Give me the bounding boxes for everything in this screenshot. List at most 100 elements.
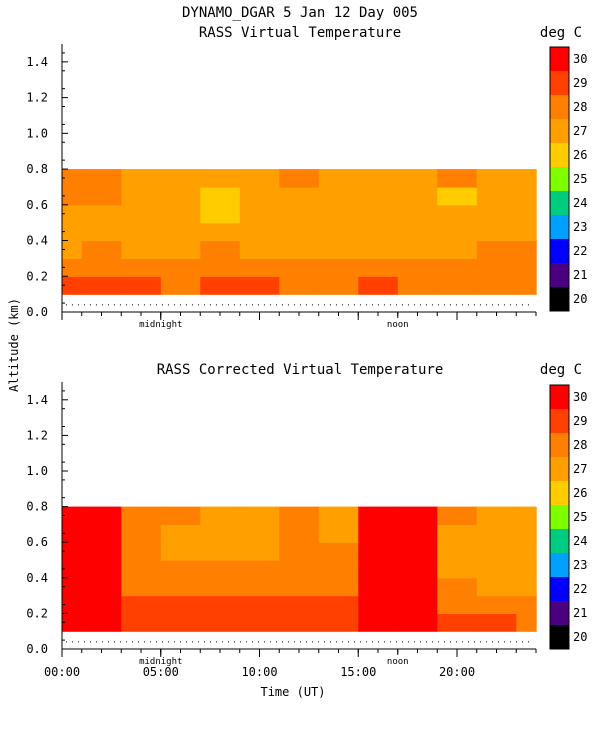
colorbar-tick-label: 30 (573, 52, 587, 66)
colorbar-swatch (550, 263, 569, 287)
heatmap-cell (81, 186, 122, 206)
heatmap-cell (397, 542, 438, 561)
x-tick-label: 20:00 (439, 665, 475, 679)
heatmap-cell (358, 595, 399, 614)
heatmap-cell (318, 577, 359, 597)
colorbar-swatch (550, 287, 569, 311)
heatmap-cell (476, 204, 517, 224)
heatmap-cell (200, 613, 241, 632)
colorbar-tick-label: 30 (573, 390, 587, 404)
heatmap-cell (121, 186, 162, 206)
colorbar-label: deg C (540, 25, 582, 41)
heatmap-cell (516, 542, 537, 561)
heatmap-cell (239, 595, 280, 614)
heatmap-cell (279, 204, 320, 224)
heatmap-cell (476, 186, 517, 206)
x-tick-label: 05:00 (143, 665, 179, 679)
heatmap-cell (476, 613, 517, 632)
chart-title: RASS Virtual Temperature (199, 25, 401, 41)
colorbar-swatch (550, 239, 569, 263)
heatmap-cell (160, 595, 201, 614)
heatmap-cell (200, 169, 241, 188)
heatmap-cell (121, 577, 162, 597)
heatmap-cell (160, 560, 201, 579)
heatmap-cell (239, 577, 280, 597)
heatmap-cell (81, 577, 122, 597)
y-tick-label: 0.2 (26, 606, 48, 620)
heatmap-cell (200, 204, 241, 224)
heatmap-cell (160, 222, 201, 242)
colorbar-swatch (550, 529, 569, 553)
heatmap-cell (62, 258, 83, 277)
heatmap-cell (200, 595, 241, 614)
heatmap-cell (358, 542, 399, 561)
heatmap-cell (476, 506, 517, 525)
y-tick-label: 1.2 (26, 91, 48, 105)
heatmap-cell (239, 542, 280, 561)
heatmap-cell (239, 560, 280, 579)
x-axis-label: Time (UT) (260, 685, 325, 699)
figure-title: DYNAMO_DGAR 5 Jan 12 Day 005 (182, 5, 418, 21)
colorbar-tick-label: 21 (573, 268, 587, 282)
heatmap-cell (239, 186, 280, 206)
panel-rass-virtual-temperature: RASS Virtual Temperature 0.0 0.2 0.4 0.6 0.8 1… (26, 25, 587, 330)
colorbar-swatch (550, 553, 569, 577)
x-tick-label: 15:00 (340, 665, 376, 679)
heatmap-cell (239, 524, 280, 543)
heatmap-cell (81, 560, 122, 579)
heatmap-cell (476, 169, 517, 188)
heatmap-cell (437, 258, 478, 277)
colorbar-swatch (550, 215, 569, 239)
heatmap-cell (516, 222, 537, 242)
heatmap-cell (516, 560, 537, 579)
y-tick-label: 0.8 (26, 162, 48, 176)
colorbar-swatch (550, 625, 569, 649)
colorbar-swatch (550, 119, 569, 143)
heatmap-cell (397, 560, 438, 579)
y-tick-label: 1.0 (26, 126, 48, 140)
heatmap-cell (160, 506, 201, 525)
heatmap-cell (279, 577, 320, 597)
heatmap-cell (81, 613, 122, 632)
colorbar-tick-label: 24 (573, 534, 587, 548)
heatmap-cell (160, 240, 201, 259)
colorbar-swatch (550, 47, 569, 71)
y-tick-label: 0.6 (26, 535, 48, 549)
colorbar-tick-label: 20 (573, 292, 587, 306)
heatmap-cell (121, 222, 162, 242)
y-tick-label: 0.4 (26, 234, 48, 248)
heatmap-cell (121, 258, 162, 277)
heatmap-cell (516, 595, 537, 614)
heatmap-cell (200, 506, 241, 525)
y-tick-label: 0.6 (26, 198, 48, 212)
heatmap-cell (358, 524, 399, 543)
heatmap-cell (358, 613, 399, 632)
colorbar-tick-label: 25 (573, 510, 587, 524)
heatmap-cell (437, 560, 478, 579)
heatmap-cell (437, 613, 478, 632)
heatmap-cell (81, 276, 122, 295)
heatmap-cell (516, 186, 537, 206)
y-tick-label: 0.0 (26, 305, 48, 319)
time-annotation: noon (387, 657, 409, 667)
heatmap-cell (476, 560, 517, 579)
heatmap-cell (318, 560, 359, 579)
heatmap-cell (239, 222, 280, 242)
heatmap-cell (397, 204, 438, 224)
heatmap-cell (358, 204, 399, 224)
heatmap-cell (437, 595, 478, 614)
heatmap-cell (516, 169, 537, 188)
heatmap-cell (358, 560, 399, 579)
heatmap-cell (121, 595, 162, 614)
heatmap-cell (81, 240, 122, 259)
colorbar-tick-label: 25 (573, 172, 587, 186)
shared-y-axis-label: Altitude (km) (7, 298, 21, 392)
heatmap-cell (279, 276, 320, 295)
heatmap-cell (437, 169, 478, 188)
heatmap-cell (318, 186, 359, 206)
heatmap-cell (200, 524, 241, 543)
heatmap-cell (62, 577, 83, 597)
heatmap-cell (279, 169, 320, 188)
heatmap-cell (397, 222, 438, 242)
heatmap-cell (121, 542, 162, 561)
